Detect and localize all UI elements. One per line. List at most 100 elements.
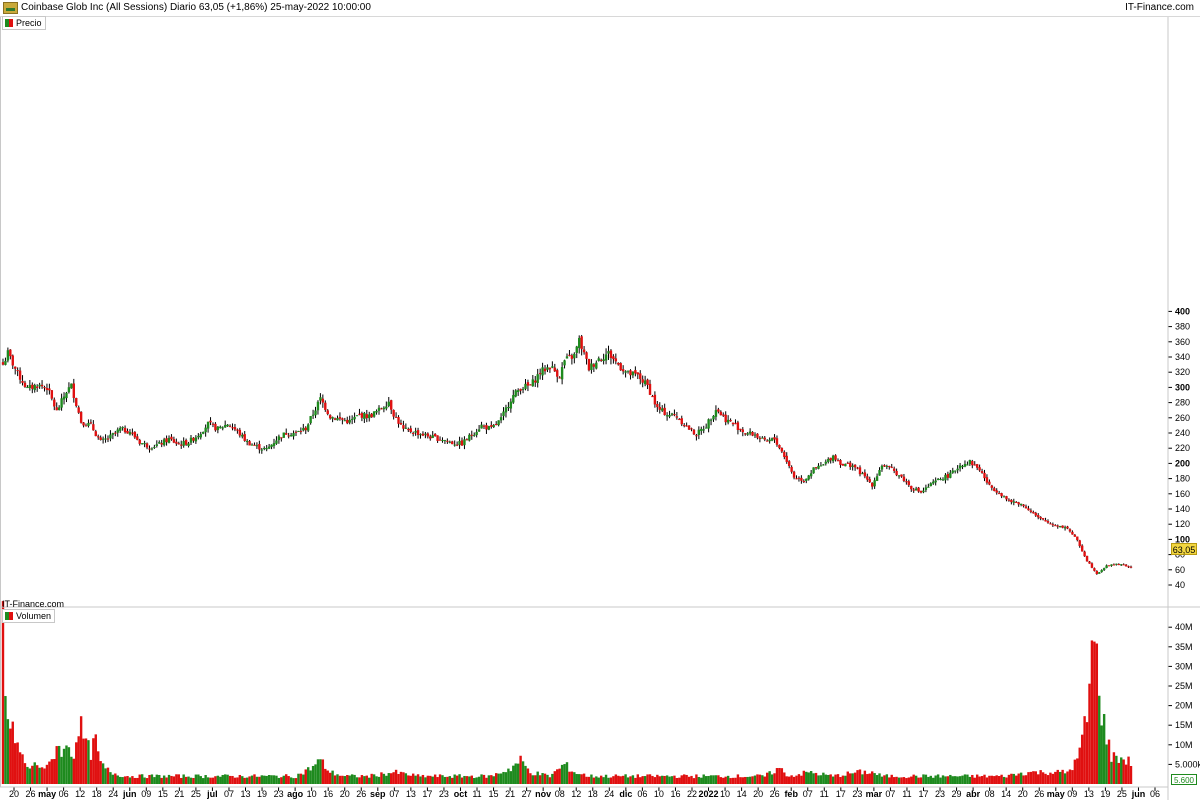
candle — [170, 434, 173, 441]
candle-body — [1051, 524, 1055, 526]
volume-bar — [346, 775, 349, 784]
candle-body — [1032, 511, 1035, 514]
candle — [123, 425, 127, 434]
candle-body — [1127, 566, 1130, 568]
candle-body — [941, 479, 945, 481]
volume-bar — [507, 768, 510, 784]
candle-body — [878, 470, 881, 476]
volume-bar — [184, 776, 188, 784]
volume-bar — [126, 776, 129, 784]
volume-bar — [573, 772, 576, 784]
time-tick-label: 19 — [1100, 789, 1110, 799]
candle — [331, 416, 334, 423]
candle — [216, 426, 220, 434]
candle-body — [695, 435, 698, 437]
time-tick-label: 07 — [803, 789, 813, 799]
candle — [390, 399, 393, 415]
candle-body — [924, 487, 928, 490]
candle-body — [1000, 493, 1003, 497]
candle-body — [487, 426, 491, 430]
volume-bar — [973, 777, 976, 784]
volume-bar — [560, 764, 564, 784]
candle-body — [700, 428, 703, 432]
volume-bar — [1129, 765, 1133, 784]
candle — [206, 421, 210, 433]
volume-bar — [1100, 725, 1103, 784]
candle-body — [492, 425, 495, 427]
price-tick-label: 400 — [1175, 306, 1190, 316]
candle-body — [70, 383, 73, 389]
volume-bar — [524, 765, 527, 784]
candle — [419, 433, 422, 439]
brand-link[interactable]: IT-Finance.com — [1125, 2, 1194, 13]
candle — [853, 464, 857, 471]
price-tick-label: 240 — [1175, 428, 1190, 438]
time-tick-label: 21 — [505, 789, 515, 799]
candle — [768, 437, 771, 444]
volume-bar — [31, 765, 34, 784]
candle — [968, 459, 972, 466]
volume-bar — [238, 774, 242, 784]
candle-body — [907, 481, 911, 486]
time-tick-label: 23 — [935, 789, 945, 799]
candle — [680, 415, 683, 427]
candle-body — [805, 478, 808, 481]
candle — [841, 463, 845, 466]
candle — [277, 434, 281, 444]
candle-body — [543, 368, 547, 372]
volume-bar — [690, 775, 693, 784]
price-tick-label: 160 — [1175, 489, 1190, 499]
candle — [1102, 567, 1106, 572]
candle-body — [1115, 563, 1118, 565]
volume-bar — [89, 759, 93, 784]
candle — [1037, 513, 1040, 520]
volume-bar — [768, 771, 771, 784]
volume-bar — [228, 775, 232, 784]
candle-body — [1124, 564, 1128, 567]
candle-body — [253, 444, 256, 446]
candle-body — [187, 443, 190, 446]
candle — [963, 460, 967, 468]
candle-body — [729, 420, 732, 422]
candle — [682, 423, 686, 428]
time-tick-label: 07 — [885, 789, 895, 799]
volume-bar — [14, 743, 17, 784]
volume-bar — [250, 775, 254, 784]
volume-bar — [490, 775, 493, 784]
candle-body — [512, 395, 515, 403]
volume-bar — [65, 745, 68, 784]
candle — [426, 432, 430, 439]
candle-body — [497, 420, 500, 426]
time-tick-label: 27 — [522, 789, 532, 799]
candle-body — [336, 418, 339, 421]
candle — [101, 436, 105, 444]
candle-body — [97, 436, 100, 438]
price-tick-label: 120 — [1175, 519, 1190, 529]
time-tick-label: 15 — [158, 789, 168, 799]
candle-body — [223, 425, 227, 428]
candle — [429, 434, 432, 441]
candle — [558, 376, 561, 379]
time-tick-label: 26 — [356, 789, 366, 799]
candle-body — [817, 465, 820, 469]
candle-body — [536, 374, 539, 383]
volume-bar — [944, 776, 947, 784]
time-tick-label: 26 — [26, 789, 36, 799]
candle — [77, 405, 80, 414]
candle — [397, 415, 400, 428]
candle-body — [670, 413, 674, 415]
candle-body — [1046, 521, 1050, 523]
candle — [260, 447, 264, 454]
volume-bar — [463, 775, 466, 784]
candle — [1063, 525, 1067, 531]
volume-bar — [590, 774, 593, 784]
candle — [104, 434, 107, 443]
candle-body — [614, 358, 618, 362]
candle — [700, 426, 703, 435]
candle-body — [231, 427, 234, 429]
candle — [358, 408, 361, 416]
candle — [531, 375, 535, 387]
candle-body — [431, 435, 434, 438]
candle-body — [944, 474, 947, 481]
